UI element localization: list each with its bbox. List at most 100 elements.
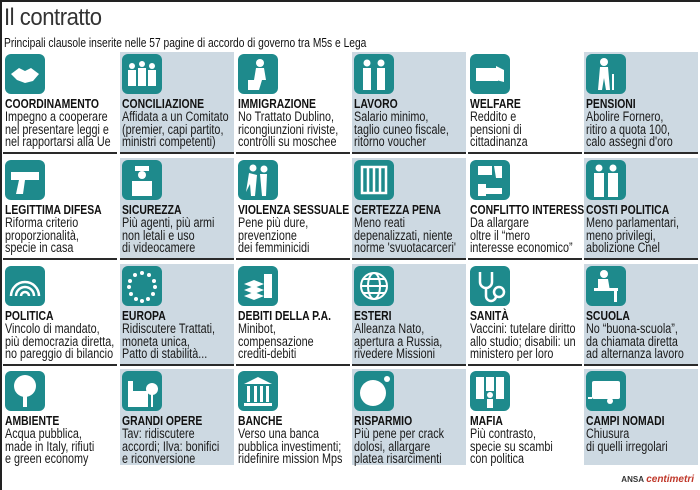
clause-description-line: ministri competenti) xyxy=(122,134,216,150)
clause-text: ESTERI Alleanza Nato, apertura a Russia, ri… xyxy=(354,308,466,361)
piggy-bank-icon xyxy=(354,371,394,411)
clause-text: GRANDI OPERE Tav: ridiscutere accordi; Ilv… xyxy=(122,413,234,466)
elderly-cane-icon xyxy=(586,54,626,94)
bank-building-icon xyxy=(238,371,278,411)
clause-card: COSTI POLITICA Meno parlamentari, meno pri… xyxy=(584,158,698,260)
clause-text: IMMIGRAZIONE No Trattato Dublino, ricongiu… xyxy=(238,96,350,149)
clause-card: CONCILIAZIONE Affidata a un Comitato (prem… xyxy=(120,52,234,154)
clause-description-line: crediti-debiti xyxy=(238,346,297,362)
politicians-icon xyxy=(586,160,626,200)
clause-text: RISPARMIO Più pene per crack dolosi, allar… xyxy=(354,413,466,466)
clause-text: PENSIONI Abolire Fornero, ritiro a quota 1… xyxy=(586,96,698,149)
clause-description-line: specie su scambi xyxy=(470,438,553,454)
clause-description-line: con politica xyxy=(470,451,525,467)
clause-description-line: apertura a Russia, xyxy=(354,333,443,349)
clause-description-line: platea risarcimenti xyxy=(354,451,442,467)
clause-title: VIOLENZA SESSUALE xyxy=(238,202,350,217)
clause-title: EUROPA xyxy=(122,308,166,323)
clause-card: RISPARMIO Più pene per crack dolosi, allar… xyxy=(352,369,466,465)
clause-description-line: moneta unica, xyxy=(122,333,190,349)
clause-description-line: (premier, capi partito, xyxy=(122,121,224,137)
clause-description-line: Chiusura xyxy=(586,426,630,441)
clause-card: VIOLENZA SESSUALE Pene più dure, prevenzio… xyxy=(236,158,350,260)
clause-description-line: dei femminicidi xyxy=(238,240,310,256)
clause-title: RISPARMIO xyxy=(354,413,413,428)
clause-text: CAMPI NOMADI Chiusura di quelli irregolari xyxy=(586,413,698,453)
clause-card: PENSIONI Abolire Fornero, ritiro a quota 1… xyxy=(584,52,698,154)
paper-stacks-icon xyxy=(238,266,278,306)
clause-text: BANCHE Verso una banca pubblica investimen… xyxy=(238,413,350,466)
clause-text: AMBIENTE Acqua pubblica, made in Italy, ri… xyxy=(5,413,117,466)
clause-card: COORDINAMENTO Impegno a cooperare nel pres… xyxy=(3,52,117,154)
clause-description-line: accordi; Ilva: bonifici xyxy=(122,438,220,454)
clause-card: CERTEZZA PENA Meno reati depenalizzati, ni… xyxy=(352,158,466,260)
clause-description-line: Ridiscutere Trattati, xyxy=(122,321,216,336)
clause-title: SICUREZZA xyxy=(122,202,182,217)
stethoscope-icon xyxy=(470,266,510,306)
clause-description-line: No Trattato Dublino, xyxy=(238,109,335,124)
clause-description-line: rivedere Missioni xyxy=(354,346,436,362)
clause-description-line: ad alternanza lavoro xyxy=(586,346,684,362)
clause-title: LAVORO xyxy=(354,96,398,111)
clause-description-line: Verso una banca xyxy=(238,426,320,441)
clause-description-line: Abolire Fornero, xyxy=(586,109,664,124)
clause-title: BANCHE xyxy=(238,413,283,428)
clause-description-line: made in Italy, rifiuti xyxy=(5,438,95,454)
clause-description-line: Tav: ridiscutere xyxy=(122,426,195,441)
clause-description-line: Acqua pubblica, xyxy=(5,426,82,441)
clause-description-line: nel presentare leggi e xyxy=(5,121,109,137)
clause-text: POLITICA Vincolo di mandato, più democrazi… xyxy=(5,308,117,361)
clause-description-line: Impegno a cooperare xyxy=(5,109,108,124)
clause-title: SCUOLA xyxy=(586,308,630,323)
credit: ANSA centimetri xyxy=(621,474,694,485)
clause-title: MAFIA xyxy=(470,413,503,428)
clause-description-line: più democrazia diretta, xyxy=(5,333,115,349)
clause-text: SANITÀ Vaccini: tutelare diritto allo stud… xyxy=(470,308,582,361)
clause-text: EUROPA Ridiscutere Trattati, moneta unica,… xyxy=(122,308,234,361)
clause-description-line: meno privilegi, xyxy=(586,227,656,243)
factory-icon xyxy=(122,371,162,411)
clause-title: GRANDI OPERE xyxy=(122,413,203,428)
clause-card: LAVORO Salario minimo, taglio cuneo fiscal… xyxy=(352,52,466,154)
clause-text: SCUOLA No “buona-scuola”, da chiamata dire… xyxy=(586,308,698,361)
clause-description-line: nel rapportarsi alla Ue xyxy=(5,134,111,150)
clause-description-line: ritiro a quota 100, xyxy=(586,121,671,137)
clause-title: SANITÀ xyxy=(470,308,509,323)
clause-description-line: ministero per loro xyxy=(470,346,554,362)
clause-description-line: Vincolo di mandato, xyxy=(5,321,100,336)
clause-card: AMBIENTE Acqua pubblica, made in Italy, ri… xyxy=(3,369,117,465)
clause-card: EUROPA Ridiscutere Trattati, moneta unica,… xyxy=(120,264,234,366)
clause-description-line: Pene più dure, xyxy=(238,215,309,230)
clause-text: MAFIA Più contrasto, specie su scambi con p… xyxy=(470,413,582,466)
clause-card: CONFLITTO INTERESSI Da allargare oltre il … xyxy=(468,158,587,260)
credit-brand: centimetri xyxy=(646,474,694,485)
tree-icon xyxy=(5,371,45,411)
mafia-figures-icon xyxy=(470,371,510,411)
clause-card: GRANDI OPERE Tav: ridiscutere accordi; Ilv… xyxy=(120,369,234,465)
clause-card: DEBITI DELLA P.A. Minibot, compensazione cr… xyxy=(236,264,350,366)
clause-text: LAVORO Salario minimo, taglio cuneo fiscal… xyxy=(354,96,466,149)
clause-title: DEBITI DELLA P.A. xyxy=(238,308,332,323)
clause-description-line: abolizione Cnel xyxy=(586,240,660,256)
clause-description-line: prevenzione xyxy=(238,227,297,243)
migrant-luggage-icon xyxy=(238,54,278,94)
clause-description-line: Meno reati xyxy=(354,215,406,230)
clause-description-line: pensioni di xyxy=(470,121,522,137)
clause-description-line: ritorno voucher xyxy=(354,134,427,150)
clause-title: COORDINAMENTO xyxy=(5,96,99,111)
aggression-icon xyxy=(238,160,278,200)
clause-title: WELFARE xyxy=(470,96,521,111)
globe-icon xyxy=(354,266,394,306)
clause-description-line: Salario minimo, xyxy=(354,109,429,124)
clause-description-line: norme 'svuotacarceri' xyxy=(354,240,456,256)
clause-card: CAMPI NOMADI Chiusura di quelli irregolari xyxy=(584,369,698,465)
clause-title: CAMPI NOMADI xyxy=(586,413,665,428)
clause-card: WELFARE Reddito e pensioni di cittadinanza xyxy=(468,52,582,154)
clause-description-line: calo assegni d'oro xyxy=(586,134,673,150)
clause-description-line: depenalizzati, niente xyxy=(354,227,453,243)
money-hand-icon xyxy=(470,54,510,94)
clause-title: IMMIGRAZIONE xyxy=(238,96,316,111)
clause-description-line: Più pene per crack xyxy=(354,426,445,441)
clause-description-line: pubblica investimenti; xyxy=(238,438,342,454)
clause-title: AMBIENTE xyxy=(5,413,60,428)
